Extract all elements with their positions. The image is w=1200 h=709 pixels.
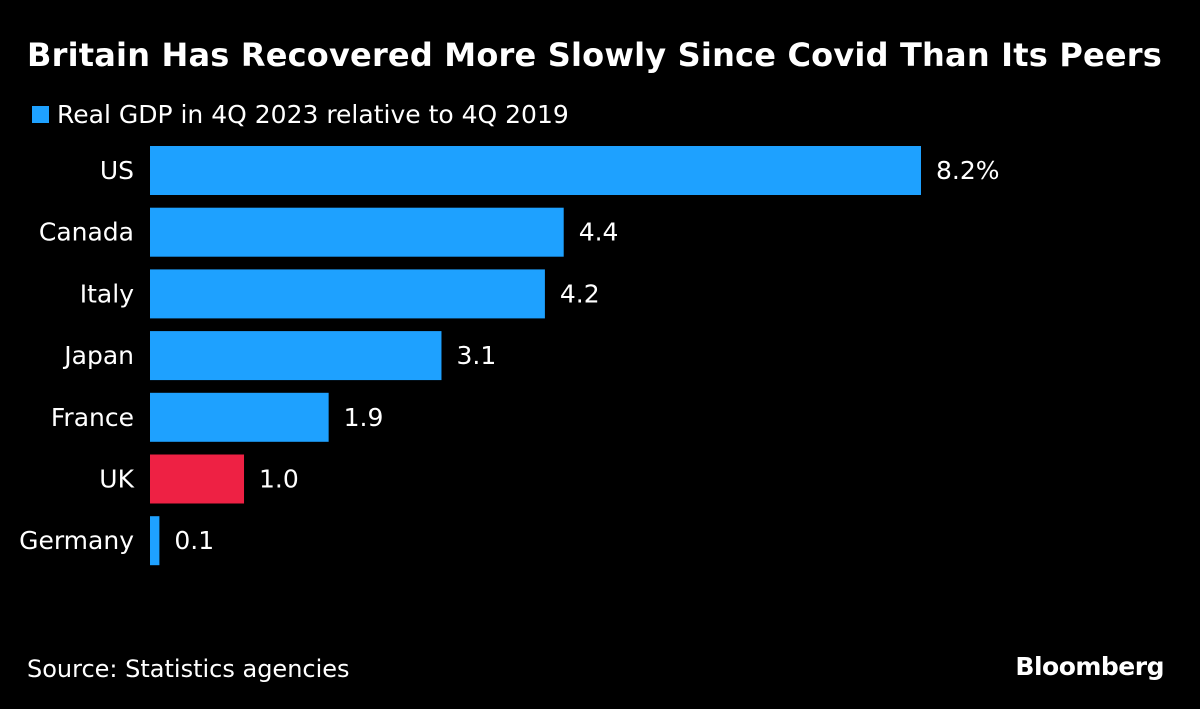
bar-france: [150, 392, 329, 442]
category-label-uk: UK: [99, 465, 134, 494]
value-label-germany: 0.1: [174, 526, 214, 555]
value-label-italy: 4.2: [560, 279, 600, 308]
bar-japan: [150, 331, 442, 381]
value-label-us: 8.2%: [936, 156, 1000, 185]
bar-us: [150, 146, 921, 195]
legend-swatch: [32, 106, 49, 123]
value-label-japan: 3.1: [456, 341, 496, 370]
chart-title: Britain Has Recovered More Slowly Since …: [27, 36, 1163, 74]
value-label-uk: 1.0: [259, 465, 299, 494]
value-label-canada: 4.4: [579, 218, 619, 247]
category-label-germany: Germany: [19, 526, 134, 555]
legend: Real GDP in 4Q 2023 relative to 4Q 2019: [32, 100, 569, 129]
category-label-japan: Japan: [62, 341, 134, 370]
bar-germany: [150, 516, 160, 566]
value-label-france: 1.9: [344, 403, 384, 432]
category-label-france: France: [51, 403, 134, 432]
category-label-canada: Canada: [39, 218, 134, 247]
bar-italy: [150, 269, 545, 319]
category-label-italy: Italy: [80, 279, 134, 308]
bloomberg-logo: Bloomberg: [1015, 652, 1164, 681]
bar-uk: [150, 454, 245, 504]
bar-canada: [150, 207, 564, 257]
category-label-us: US: [100, 156, 134, 185]
source-note: Source: Statistics agencies: [27, 655, 350, 683]
legend-label: Real GDP in 4Q 2023 relative to 4Q 2019: [57, 100, 569, 129]
